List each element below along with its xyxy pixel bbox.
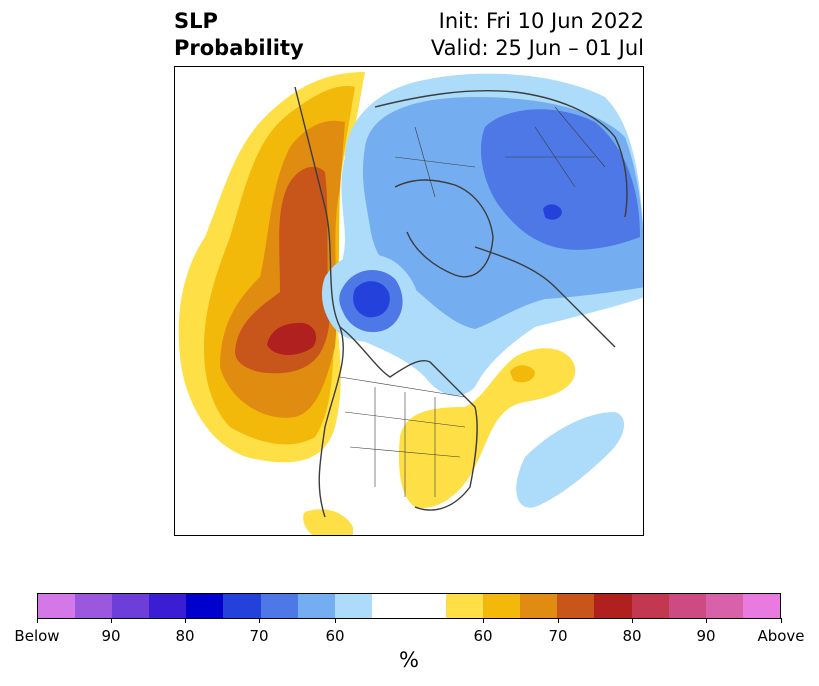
above-region-south-60 bbox=[303, 509, 353, 535]
colorbar-unit-label: % bbox=[399, 648, 419, 672]
above-region-atlantic-60 bbox=[398, 348, 576, 508]
colorbar-segment bbox=[334, 594, 372, 618]
colorbar-segment bbox=[594, 594, 632, 618]
colorbar-tick-label: 90 bbox=[696, 627, 716, 645]
colorbar bbox=[37, 593, 781, 619]
below-region-eurasia-70 bbox=[480, 109, 640, 250]
colorbar-tick-label: 90 bbox=[101, 627, 121, 645]
colorbar-tick-label: Above bbox=[757, 627, 805, 645]
colorbar-tick-mark bbox=[111, 618, 112, 623]
colorbar-tick-label: 80 bbox=[622, 627, 642, 645]
colorbar-tick-mark bbox=[558, 618, 559, 623]
colorbar-tick-mark bbox=[706, 618, 707, 623]
title-slp: SLP bbox=[174, 9, 218, 33]
colorbar-segment bbox=[668, 594, 706, 618]
colorbar-segment bbox=[557, 594, 595, 618]
below-region-eurasia-75 bbox=[543, 204, 562, 220]
colorbar-segment bbox=[408, 594, 447, 618]
title-probability: Probability bbox=[174, 36, 304, 60]
below-region-atlantic-60 bbox=[516, 412, 625, 508]
colorbar-segment bbox=[112, 594, 150, 618]
colorbar-segment bbox=[149, 594, 187, 618]
colorbar-segment bbox=[483, 594, 521, 618]
colorbar-segment bbox=[742, 594, 780, 618]
colorbar-tick-mark bbox=[185, 618, 186, 623]
probability-map bbox=[178, 72, 643, 535]
below-region-canada-75 bbox=[353, 281, 390, 318]
valid-range: Valid: 25 Jun – 01 Jul bbox=[430, 36, 644, 60]
colorbar-segment bbox=[705, 594, 743, 618]
colorbar-tick-label: 60 bbox=[325, 627, 345, 645]
colorbar-segment bbox=[186, 594, 224, 618]
colorbar-tick-mark bbox=[335, 618, 336, 623]
title-left: SLP Probability bbox=[174, 8, 304, 62]
colorbar-tick-mark bbox=[781, 618, 782, 623]
colorbar-tick-label: Below bbox=[14, 627, 60, 645]
map-panel bbox=[174, 66, 644, 536]
colorbar-tick-mark bbox=[483, 618, 484, 623]
coastlines bbox=[294, 86, 628, 518]
colorbar-segment bbox=[631, 594, 669, 618]
colorbar-tick-label: 70 bbox=[249, 627, 269, 645]
colorbar-segment bbox=[223, 594, 261, 618]
above-region-pacific-80 bbox=[267, 322, 317, 355]
colorbar-segment bbox=[520, 594, 558, 618]
colorbar-tick-mark bbox=[37, 618, 38, 623]
init-date: Init: Fri 10 Jun 2022 bbox=[438, 9, 644, 33]
colorbar-segment bbox=[371, 594, 409, 618]
colorbar-segment bbox=[297, 594, 335, 618]
colorbar-tick-label: 70 bbox=[548, 627, 568, 645]
above-region-atlantic-65 bbox=[510, 365, 535, 383]
political-borders bbox=[339, 106, 606, 497]
colorbar-segment bbox=[38, 594, 76, 618]
colorbar-tick-label: 80 bbox=[175, 627, 195, 645]
above-region-pacific-75 bbox=[235, 166, 330, 374]
colorbar-tick-label: 60 bbox=[473, 627, 493, 645]
colorbar-segment bbox=[260, 594, 298, 618]
colorbar-tick-mark bbox=[259, 618, 260, 623]
colorbar-segment bbox=[75, 594, 113, 618]
colorbar-tick-mark bbox=[632, 618, 633, 623]
colorbar-segment bbox=[446, 594, 484, 618]
title-right: Init: Fri 10 Jun 2022 Valid: 25 Jun – 01… bbox=[431, 8, 644, 62]
